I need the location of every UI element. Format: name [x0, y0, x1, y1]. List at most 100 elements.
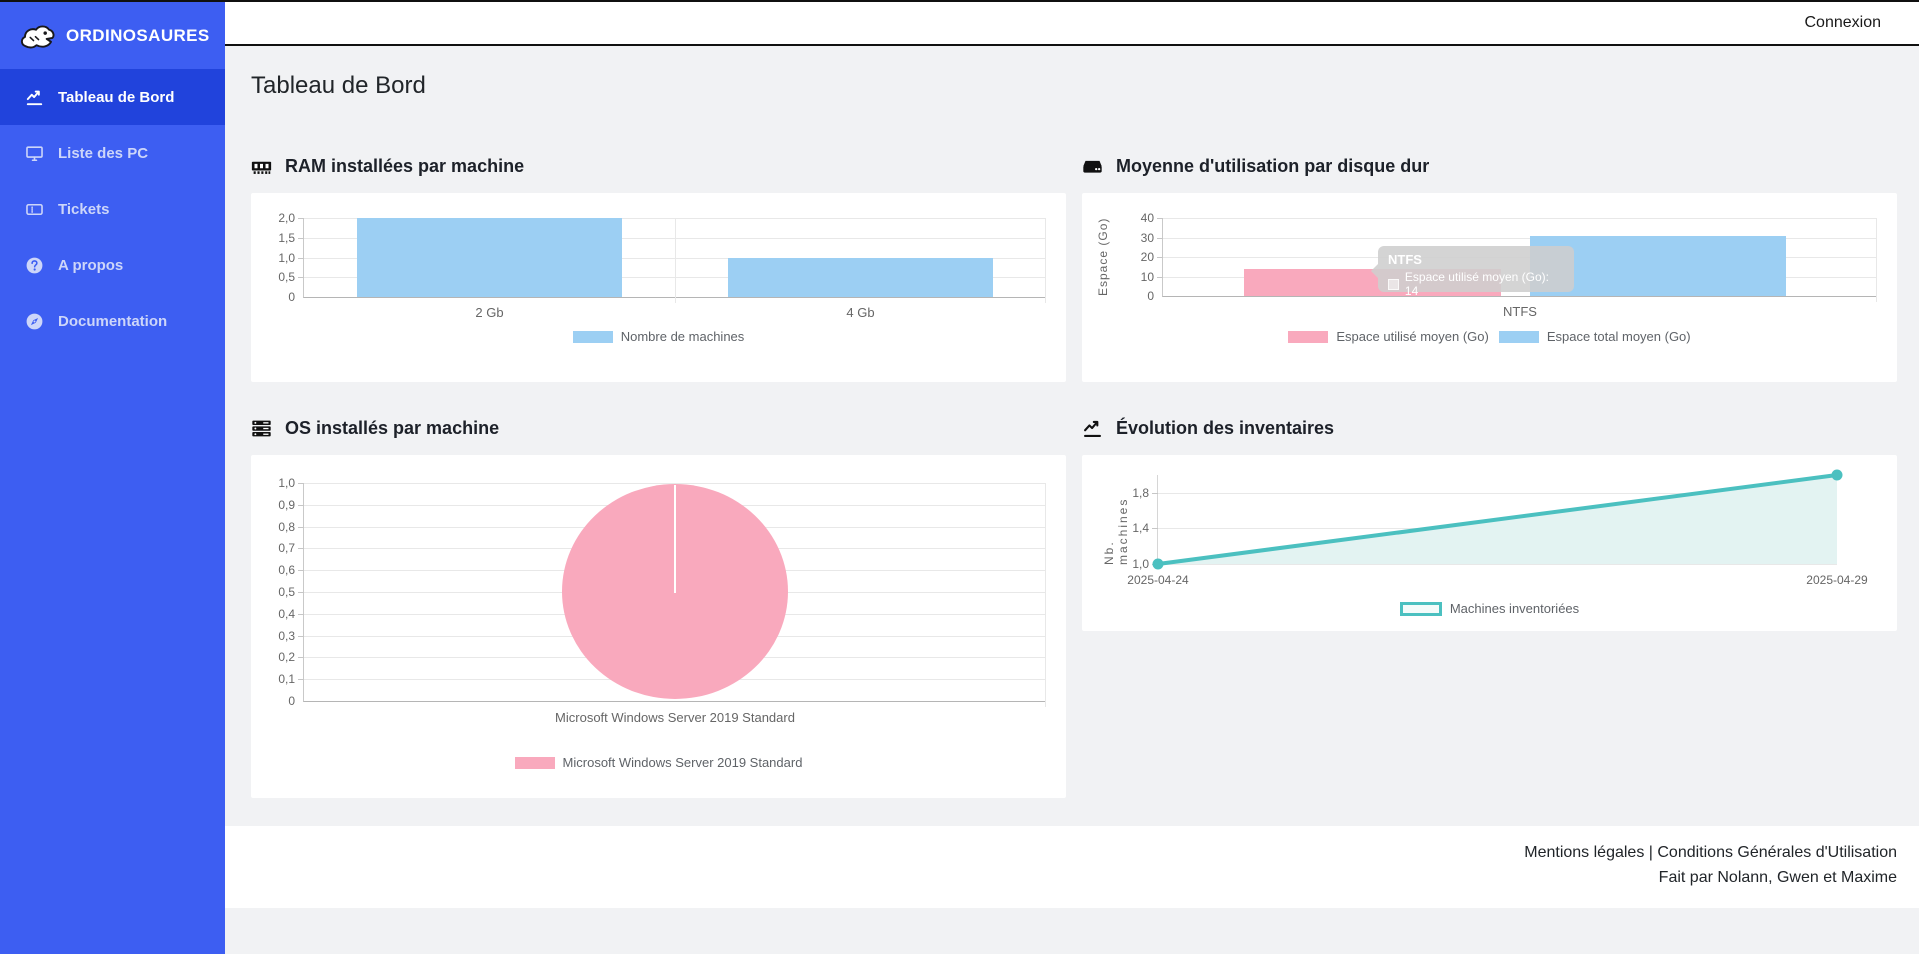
footer: Mentions légales | Conditions Générales … — [225, 826, 1919, 908]
legend-swatch — [514, 756, 555, 769]
y-tick: 0,5 — [278, 585, 295, 599]
x-label-date-end: 2025-04-29 — [1806, 573, 1868, 587]
sidebar-item-tableau-de-bord[interactable]: Tableau de Bord — [0, 69, 225, 125]
hdd-icon — [1082, 156, 1103, 177]
ticket-icon — [25, 200, 44, 219]
y-tick: 0,8 — [278, 519, 295, 534]
page-top-border — [0, 0, 1919, 2]
chart-tooltip: NTFS Espace utilisé moyen (Go): 14 — [1371, 246, 1574, 298]
chart-line-icon — [1082, 418, 1103, 439]
desktop-icon — [25, 144, 44, 163]
y-tick: 1,5 — [278, 230, 295, 245]
legend-label: Machines inventoriées — [1449, 601, 1580, 616]
y-tick: 0 — [288, 290, 295, 304]
pie-slice-windows-server[interactable] — [562, 484, 788, 699]
ram-chart-plot: 2,0 1,5 1,0 0,5 0 2 Gb 4 Gb — [278, 211, 1046, 320]
tooltip-title: NTFS — [1388, 252, 1422, 267]
sidebar-item-a-propos[interactable]: A propos — [0, 237, 225, 293]
chart-title-disque: Moyenne d'utilisation par disque dur — [1116, 155, 1430, 176]
disque-chart-card: Espace (Go) 40 30 20 10 0 NTFS — [1082, 193, 1897, 382]
memory-icon — [251, 156, 272, 177]
bar-4gb[interactable] — [727, 257, 994, 297]
tooltip-text: Espace utilisé moyen (Go): 14 — [1404, 270, 1549, 298]
y-tick: 0 — [1147, 289, 1154, 303]
chart-title-ram: RAM installées par machine — [285, 155, 525, 176]
sidebar-item-liste-des-pc[interactable]: Liste des PC — [0, 125, 225, 181]
tooltip-swatch — [1388, 278, 1399, 290]
legend-item[interactable]: Microsoft Windows Server 2019 Standard — [514, 755, 802, 770]
os-chart-plot: 1,0 0,9 0,8 0,7 0,6 0,5 0,4 0,3 0,2 0,1 … — [278, 476, 1046, 725]
os-chart-card: 1,0 0,9 0,8 0,7 0,6 0,5 0,4 0,3 0,2 0,1 … — [251, 455, 1066, 798]
legend-swatch — [1498, 330, 1539, 343]
y-tick: 1,8 — [1132, 485, 1149, 500]
os-chart-legend: Microsoft Windows Server 2019 Standard — [251, 755, 1066, 770]
disque-chart-legend: Espace utilisé moyen (Go) Espace total m… — [1082, 329, 1897, 344]
data-point-end[interactable] — [1831, 469, 1843, 481]
y-axis-label: Nb. machines — [1102, 497, 1130, 565]
y-tick: 40 — [1140, 211, 1154, 225]
footer-legal-line: Mentions légales | Conditions Générales … — [225, 840, 1897, 865]
y-tick: 0,3 — [278, 628, 295, 643]
legend-label: Nombre de machines — [620, 329, 745, 344]
y-tick: 0,7 — [278, 541, 295, 556]
sidebar-item-label: Tickets — [58, 200, 110, 218]
ram-chart-legend: Nombre de machines — [251, 329, 1066, 344]
chart-title-os: OS installés par machine — [285, 417, 500, 438]
legend-item[interactable]: Espace total moyen (Go) — [1498, 329, 1691, 344]
app-logo[interactable]: ORDINOSAURES — [0, 2, 225, 69]
legend-label: Espace utilisé moyen (Go) — [1336, 329, 1489, 344]
pie-x-label: Microsoft Windows Server 2019 Standard — [555, 710, 795, 725]
y-tick: 1,0 — [278, 250, 295, 265]
y-tick: 10 — [1140, 269, 1154, 284]
x-label-date-start: 2025-04-24 — [1127, 573, 1189, 587]
y-axis-label: Espace (Go) — [1096, 217, 1110, 297]
sidebar-item-label: A propos — [58, 256, 124, 274]
circle-question-icon — [25, 256, 44, 275]
legend-item[interactable]: Espace utilisé moyen (Go) — [1288, 329, 1489, 344]
mentions-legales-link[interactable]: Mentions légales — [1524, 844, 1645, 861]
chart-line-icon — [25, 88, 44, 107]
x-label-2gb: 2 Gb — [475, 305, 504, 320]
y-tick: 2,0 — [278, 211, 295, 225]
main-content: Tableau de Bord RAM installées par machi… — [225, 46, 1919, 826]
section-os: OS installés par machine 1,0 0,9 — [251, 416, 1066, 798]
ram-chart-card: 2,0 1,5 1,0 0,5 0 2 Gb 4 Gb Nombre de ma… — [251, 193, 1066, 382]
line-chart-svg — [1158, 475, 1837, 564]
y-tick: 0,1 — [278, 672, 295, 687]
sidebar-nav: Tableau de Bord Liste des PC Tickets — [0, 69, 225, 349]
footer-separator: | — [1644, 844, 1658, 861]
y-tick: 0 — [288, 694, 295, 708]
section-ram: RAM installées par machine 2,0 1,5 1,0 0… — [251, 154, 1066, 382]
top-bar: Connexion — [225, 2, 1919, 46]
footer-credit: Fait par Nolann, Gwen et Maxime — [1658, 869, 1897, 886]
compass-icon — [25, 312, 44, 331]
disque-chart-plot: 40 30 20 10 0 NTFS NTFS Espace utilisé m… — [1141, 211, 1877, 319]
legend-swatch — [1288, 330, 1329, 343]
inventaires-chart-legend: Machines inventoriées — [1082, 601, 1897, 616]
inventaires-chart-plot: 1,8 1,4 1,0 2025-04-24 2025-04-29 — [1127, 469, 1868, 587]
sidebar: ORDINOSAURES Tableau de Bord Liste des P… — [0, 2, 225, 954]
y-tick: 0,4 — [278, 606, 295, 621]
y-tick: 1,0 — [278, 476, 295, 490]
y-tick: 0,5 — [278, 270, 295, 285]
data-point-start[interactable] — [1152, 558, 1164, 570]
line-path — [1158, 475, 1837, 564]
bar-2gb[interactable] — [356, 218, 623, 297]
y-tick: 1,0 — [1132, 557, 1149, 571]
legend-item[interactable]: Nombre de machines — [572, 329, 745, 344]
legend-item[interactable]: Machines inventoriées — [1399, 601, 1580, 616]
x-label-4gb: 4 Gb — [846, 305, 875, 320]
cgu-link[interactable]: Conditions Générales d'Utilisation — [1657, 844, 1897, 861]
legend-label: Espace total moyen (Go) — [1546, 329, 1691, 344]
y-tick: 0,6 — [278, 563, 295, 578]
dinosaur-icon — [18, 22, 56, 50]
connexion-link[interactable]: Connexion — [1804, 14, 1882, 31]
y-tick: 20 — [1140, 250, 1154, 264]
sidebar-item-tickets[interactable]: Tickets — [0, 181, 225, 237]
y-tick: 0,9 — [278, 497, 295, 512]
server-icon — [251, 418, 272, 439]
pie-slice-border — [674, 485, 676, 593]
y-tick: 1,4 — [1132, 521, 1149, 536]
logo-text: ORDINOSAURES — [66, 25, 210, 45]
sidebar-item-documentation[interactable]: Documentation — [0, 293, 225, 349]
